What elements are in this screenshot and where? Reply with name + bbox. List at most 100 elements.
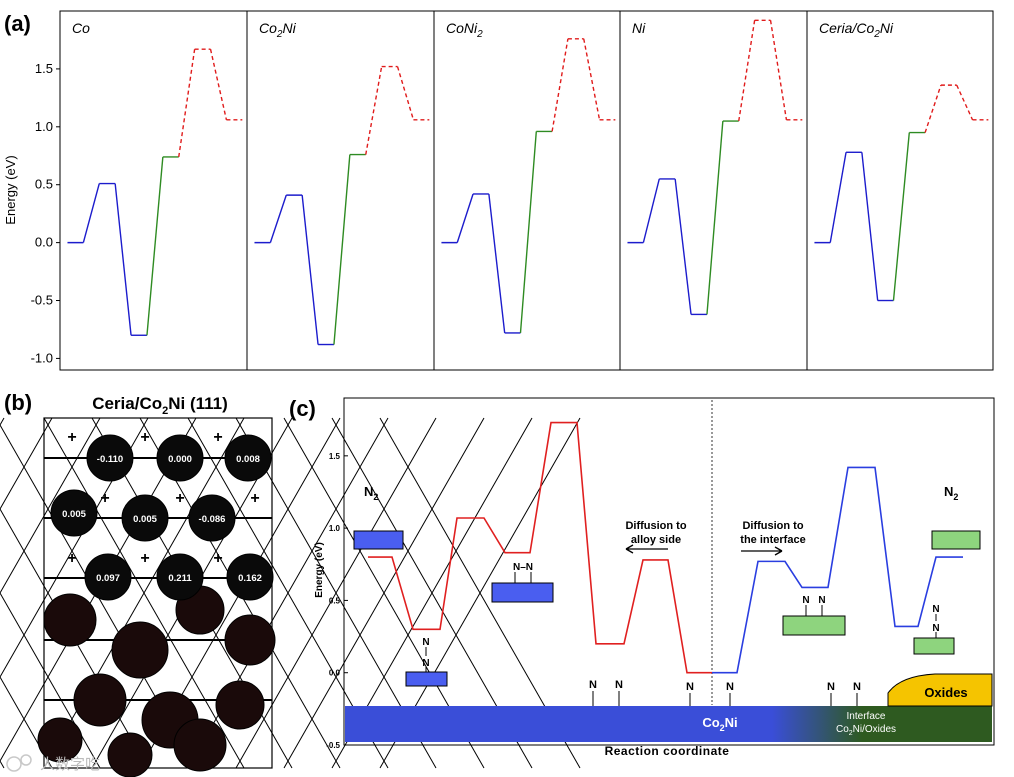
- panel-b-atoms: -0.110 0.000 0.008 0.005 0.005 -0.086 0.097 0.2…: [37, 434, 276, 777]
- surface-atom: N: [615, 679, 623, 691]
- atom-charge-label: -0.086: [199, 514, 226, 525]
- energy-transition: [519, 131, 537, 333]
- energy-transition: [924, 84, 942, 133]
- atom-subsurface: [37, 717, 83, 763]
- n2-label-left: N2: [364, 484, 378, 502]
- subplot-frame: [806, 10, 994, 371]
- panel-a-frames: [59, 10, 994, 371]
- y-tick-label: 1.5: [35, 61, 53, 76]
- panel-c-frame: [343, 397, 995, 746]
- plus-icon: +: [140, 550, 149, 567]
- energy-transition: [583, 38, 601, 120]
- lattice-line: [283, 417, 485, 769]
- diffusion-right-line2: the interface: [740, 534, 805, 546]
- atom-subsurface: [111, 621, 169, 679]
- panel-c-y-label: Energy (eV): [314, 542, 325, 598]
- panel-label-a: (a): [4, 11, 31, 36]
- atom-surface: [226, 553, 274, 601]
- subplot-title: Co: [72, 20, 90, 36]
- n2-label-right-main: N: [944, 484, 953, 499]
- adsorbate-atom: N: [932, 604, 939, 615]
- adsorbate-atom: N: [422, 637, 429, 648]
- diffusion-left-line2: alloy side: [631, 534, 681, 546]
- panel-c-diffusion-profile: -0.5 0.0 0.5 1.0 1.5 Energy (eV) Reaction co…: [314, 397, 995, 758]
- plus-icon: +: [140, 429, 149, 446]
- atom-subsurface: [43, 593, 97, 647]
- panel-c-y-axis: -0.5 0.0 0.5 1.0 1.5: [326, 452, 348, 750]
- energy-transition: [146, 156, 164, 336]
- plus-icon: +: [67, 550, 76, 567]
- subplot-title: CoNi2: [446, 20, 483, 40]
- energy-transition: [82, 183, 100, 243]
- energy-transition: [829, 152, 847, 243]
- slab-n-n-vertical-left: [405, 671, 448, 687]
- lattice-line: [0, 417, 5, 427]
- substrate-label-sub: 2: [720, 723, 725, 733]
- slab-n-n-flat-right: [782, 615, 846, 636]
- energy-transition: [551, 38, 569, 132]
- adsorbate-atom: N: [932, 623, 939, 634]
- subplot-title-main: CoNi: [446, 20, 478, 36]
- subplot-frame: [619, 10, 808, 371]
- panel-a-y-label: Energy (eV): [3, 155, 18, 224]
- subplot-title: Co2Ni: [259, 20, 297, 40]
- atom-surface: [156, 553, 204, 601]
- arrow-right-icon: [741, 546, 783, 556]
- atom-subsurface: [73, 673, 127, 727]
- subplot-title-tail: Ni: [880, 20, 894, 36]
- plus-icon: +: [67, 429, 76, 446]
- panel-b-title: Ceria/Co2Ni (111): [92, 394, 228, 417]
- panel-b-title-main: Ceria/Co: [92, 394, 162, 413]
- adsorbate-atom: N: [422, 658, 429, 669]
- atom-surface: [121, 494, 169, 542]
- substrate-bar: [345, 706, 992, 742]
- diffusion-left-line1: Diffusion to: [625, 520, 686, 532]
- atom-charge-label: 0.008: [236, 454, 260, 465]
- adsorbate-atom: N: [818, 595, 825, 606]
- substrate-label-main: Co: [702, 715, 719, 730]
- surface-atom: N: [686, 681, 694, 693]
- energy-transition: [178, 49, 196, 158]
- panel-c-lines: [368, 421, 963, 674]
- atom-charge-label: 0.162: [238, 573, 262, 584]
- y-tick-label: -1.0: [31, 350, 53, 365]
- interface-label-2-sub: 2: [849, 730, 853, 737]
- panel-b-surface-model: Ceria/Co2Ni (111) + + ++ + ++ + + -0.110 0.000 0…: [0, 394, 581, 777]
- subplot-title-tail: Ni: [282, 20, 296, 36]
- atom-charge-label: 0.097: [96, 573, 120, 584]
- lattice-frame: [43, 417, 273, 769]
- panel-a-lines: [67, 19, 989, 346]
- oxides-region: [887, 673, 993, 707]
- interface-label-2: Co2Ni/Oxides: [836, 724, 896, 737]
- adsorbate-nn: N–N: [513, 562, 533, 573]
- adsorbate-atom: N: [802, 595, 809, 606]
- atom-surface: [224, 434, 272, 482]
- atom-charge-label: -0.110: [97, 454, 123, 465]
- slab-n2-right: [931, 530, 981, 550]
- plus-icon: +: [100, 490, 109, 507]
- energy-transition: [488, 193, 506, 334]
- panel-b-title-sub: 2: [162, 405, 168, 417]
- plus-icon: +: [175, 490, 184, 507]
- n2-label-left-main: N: [364, 484, 373, 499]
- energy-transition: [674, 178, 692, 315]
- energy-transition: [365, 66, 383, 155]
- subplot-title: Ni: [632, 20, 646, 36]
- subplot-title-sub: 2: [276, 29, 283, 40]
- subplot-title-main: Ceria/Co: [819, 20, 874, 36]
- energy-transition: [738, 20, 756, 122]
- panel-label-b: (b): [4, 390, 32, 415]
- interface-label-1: Interface: [847, 711, 886, 722]
- atom-surface: [50, 489, 98, 537]
- n2-label-left-sub: 2: [373, 492, 378, 502]
- subplot-title-main: Co: [259, 20, 277, 36]
- atom-charge-label: 0.005: [133, 514, 157, 525]
- energy-path: [368, 421, 712, 674]
- atom-surface: [156, 434, 204, 482]
- diffusion-right-line1: Diffusion to: [742, 520, 803, 532]
- watermark: 人数字吃: [40, 756, 100, 773]
- subplot-title-main: Co: [72, 20, 90, 36]
- y-tick-label: -0.5: [326, 741, 340, 750]
- subplot-title: Ceria/Co2Ni: [819, 20, 894, 40]
